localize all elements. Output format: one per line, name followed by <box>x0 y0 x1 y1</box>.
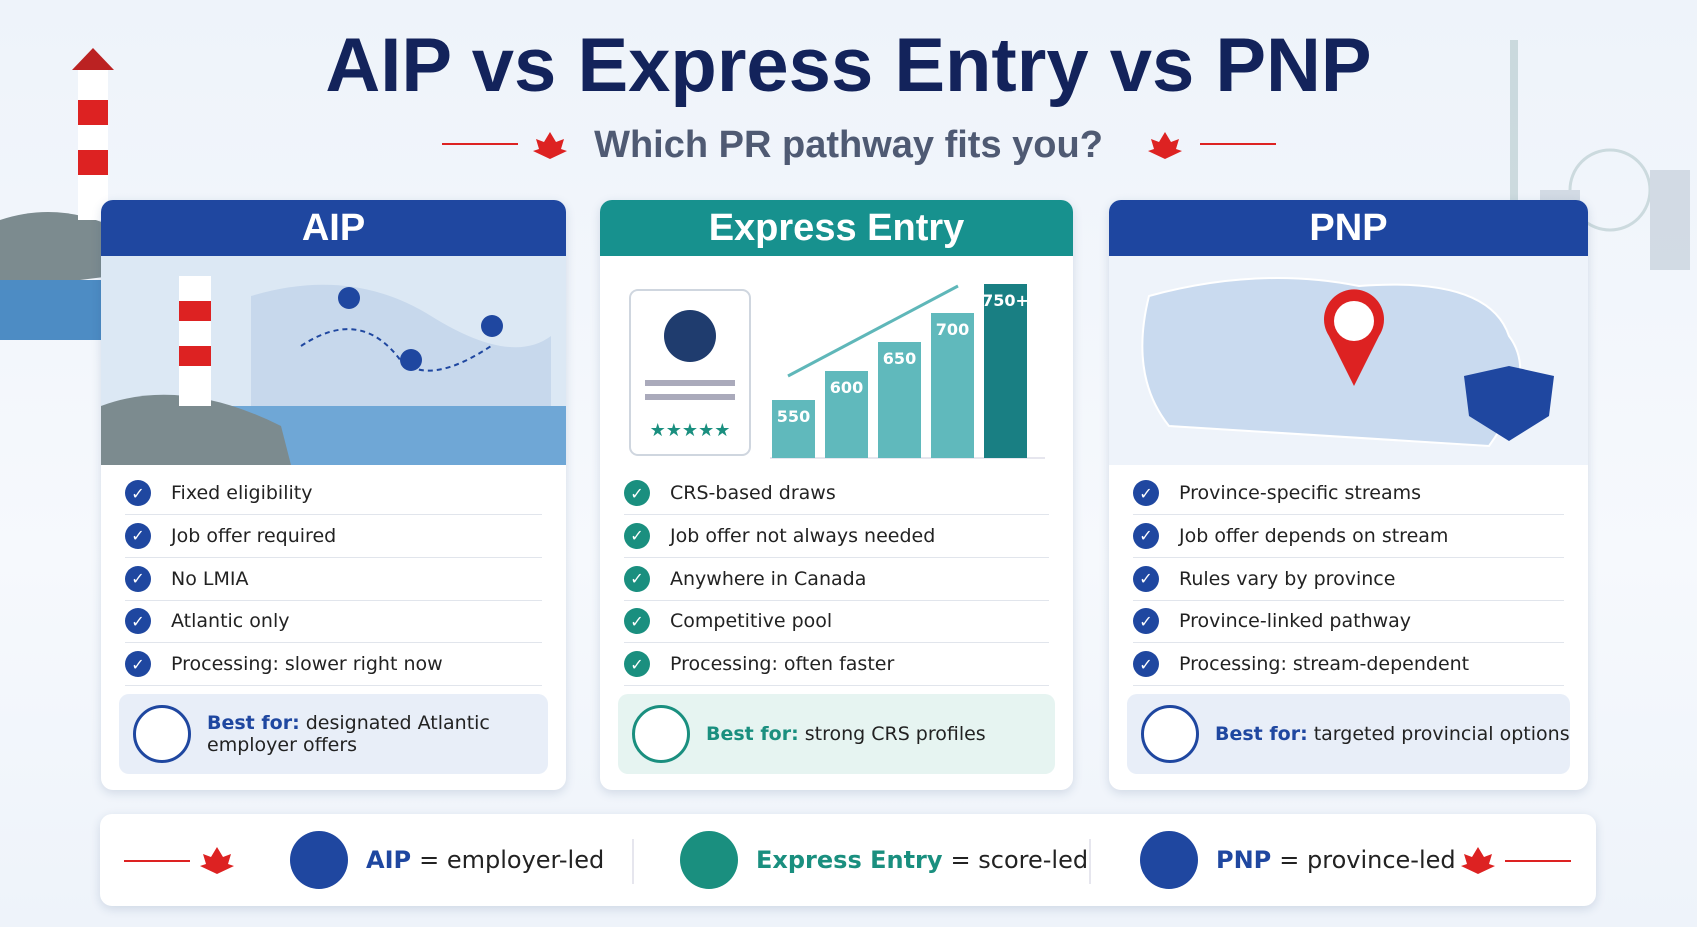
footer-name: PNP <box>1216 846 1272 874</box>
bullet-row: ✓ Anywhere in Canada <box>624 558 1049 601</box>
bullet-row: ✓ Job offer depends on stream <box>1133 515 1564 558</box>
footer-icon <box>290 831 348 889</box>
pathway-card: Express Entry ★★★★★ 550 600 650 700 750+ ✓ CRS-b… <box>600 200 1073 790</box>
footer-icon <box>1140 831 1198 889</box>
bullet-row: ✓ Processing: often faster <box>624 643 1049 687</box>
check-icon: ✓ <box>1133 565 1159 592</box>
bullet-row: ✓ CRS-based draws <box>624 472 1049 515</box>
footer-name: AIP <box>366 846 412 874</box>
illustration <box>1109 256 1588 465</box>
bullet-row: ✓ Job offer required <box>125 515 542 558</box>
score-bar <box>931 313 974 458</box>
bullet-text: Competitive pool <box>670 610 833 633</box>
score-label: 750+ <box>982 291 1029 310</box>
bullet-row: ✓ Atlantic only <box>125 600 542 644</box>
check-icon: ✓ <box>1133 651 1159 678</box>
footer-item: PNP = province-led <box>1140 831 1456 889</box>
best-desc: designated Atlantic employer offers <box>207 712 490 756</box>
bullet-text: Atlantic only <box>171 610 290 633</box>
score-label: 650 <box>883 349 916 368</box>
footer-desc: = province-led <box>1279 846 1456 874</box>
best-icon <box>1141 705 1199 763</box>
footer-desc: = score-led <box>950 846 1089 874</box>
check-icon: ✓ <box>1133 522 1159 549</box>
card-title: AIP <box>101 200 566 256</box>
footer-decor <box>124 839 1571 884</box>
footer-item: Express Entry = score-led <box>680 831 1088 889</box>
footer-name: Express Entry <box>756 846 943 874</box>
illustration: ★★★★★ 550 600 650 700 750+ <box>629 284 1045 459</box>
bullet-text: No LMIA <box>171 567 249 590</box>
check-icon: ✓ <box>624 651 650 678</box>
bullet-row: ✓ Province-linked pathway <box>1133 600 1564 644</box>
score-bar <box>772 400 815 458</box>
bullet-row: ✓ No LMIA <box>125 558 542 601</box>
best-label: Best for: <box>1215 723 1308 745</box>
best-label: Best for: <box>207 712 300 734</box>
check-icon: ✓ <box>125 480 151 506</box>
bullet-text: Processing: stream-dependent <box>1179 653 1470 676</box>
pathway-card: PNP ✓ Province-specific streams ✓ Job offer … <box>1109 200 1588 790</box>
subtitle: Which PR pathway fits you? <box>594 124 1103 166</box>
best-desc: strong CRS profiles <box>804 723 986 745</box>
bullet-text: Province-linked pathway <box>1179 610 1412 633</box>
best-desc: targeted provincial options <box>1313 723 1570 745</box>
bullet-row: ✓ Job offer not always needed <box>624 515 1049 558</box>
check-icon: ✓ <box>624 565 650 592</box>
title: AIP vs Express Entry vs PNP <box>325 23 1372 108</box>
bullet-text: Job offer depends on stream <box>1179 524 1449 547</box>
bullet-text: Fixed eligibility <box>171 482 313 504</box>
check-icon: ✓ <box>1133 480 1159 506</box>
best-text: Best for: targeted provincial options <box>1215 723 1570 745</box>
bullet-text: Processing: often faster <box>670 653 895 676</box>
check-icon: ✓ <box>125 651 151 678</box>
score-label: 600 <box>830 378 863 397</box>
check-icon: ✓ <box>624 608 650 635</box>
bullet-text: Processing: slower right now <box>171 653 443 676</box>
footer-item: AIP = employer-led <box>290 831 604 889</box>
score-bar <box>825 371 868 458</box>
bullet-text: Job offer not always needed <box>670 524 936 547</box>
subtitle-rules <box>442 132 1276 159</box>
pathway-card: AIP ✓ Fixed eligibility ✓ Job offer required… <box>101 200 566 790</box>
best-icon <box>133 705 191 763</box>
svg-text:★★★★★: ★★★★★ <box>650 420 731 441</box>
check-icon: ✓ <box>125 522 151 549</box>
bullet-text: CRS-based draws <box>670 482 836 504</box>
check-icon: ✓ <box>624 522 650 549</box>
check-icon: ✓ <box>125 565 151 592</box>
best-text: Best for: strong CRS profiles <box>706 723 986 745</box>
card-title: Express Entry <box>600 200 1073 256</box>
bullet-text: Anywhere in Canada <box>670 567 867 590</box>
bullet-text: Rules vary by province <box>1179 567 1396 590</box>
check-icon: ✓ <box>624 480 650 506</box>
footer-icon <box>680 831 738 889</box>
best-for: Best for: designated Atlantic employer o… <box>119 694 548 774</box>
best-for: Best for: targeted provincial options <box>1127 694 1570 774</box>
illustration <box>101 256 566 465</box>
score-label: 700 <box>936 320 969 339</box>
bullet-row: ✓ Province-specific streams <box>1133 472 1564 515</box>
best-icon <box>632 705 690 763</box>
bullet-row: ✓ Processing: stream-dependent <box>1133 643 1564 687</box>
bullet-row: ✓ Fixed eligibility <box>125 472 542 515</box>
best-text: Best for: designated Atlantic employer o… <box>207 712 548 756</box>
score-bar <box>984 284 1027 458</box>
footer: AIP = employer-led Express Entry = score-le… <box>100 814 1596 906</box>
check-icon: ✓ <box>1133 608 1159 635</box>
score-bar <box>878 342 921 458</box>
check-icon: ✓ <box>125 608 151 635</box>
footer-desc: = employer-led <box>419 846 605 874</box>
score-label: 550 <box>777 407 810 426</box>
card-title: PNP <box>1109 200 1588 256</box>
bullet-row: ✓ Processing: slower right now <box>125 643 542 687</box>
best-for: Best for: strong CRS profiles <box>618 694 1055 774</box>
best-label: Best for: <box>706 723 799 745</box>
bullet-text: Province-specific streams <box>1179 482 1422 504</box>
bullet-row: ✓ Rules vary by province <box>1133 558 1564 601</box>
bullet-text: Job offer required <box>171 524 337 547</box>
bullet-row: ✓ Competitive pool <box>624 600 1049 644</box>
